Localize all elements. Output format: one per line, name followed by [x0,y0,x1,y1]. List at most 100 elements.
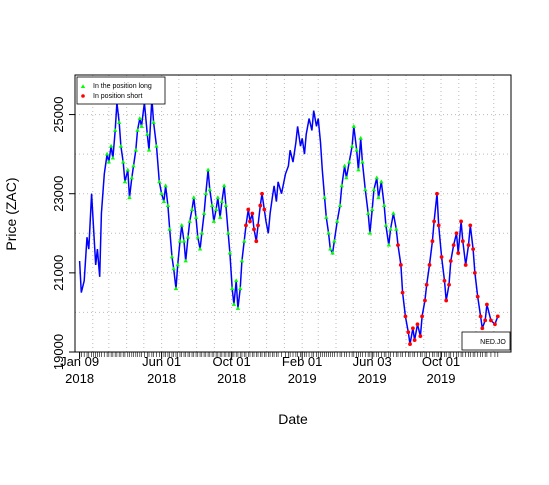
long-position-marker [145,131,150,136]
x-axis-title: Date [278,411,308,427]
long-position-marker [238,286,243,291]
long-position-marker [129,175,134,180]
short-position-marker [256,223,260,228]
ticker-tag: NED.JO [461,331,511,351]
short-position-marker [485,302,489,307]
ticker-box [461,331,511,351]
position-markers [104,96,500,346]
long-position-marker [191,195,196,200]
long-position-marker [175,262,180,267]
short-position-marker [439,255,444,259]
long-position-marker [388,226,393,231]
long-position-marker [169,254,175,259]
long-position-marker [189,207,195,211]
y-axis-title: Price (ZAC) [3,177,19,250]
short-position-marker [424,282,429,287]
short-position-marker [451,243,456,248]
long-position-marker [125,167,130,172]
x-tick-year: 2018 [217,371,246,386]
legend: In the position long In position short [76,76,166,105]
long-position-marker [344,175,349,180]
long-position-marker [347,159,352,164]
short-position-marker [412,338,417,343]
legend-box [76,76,166,105]
long-position-marker [328,246,333,251]
short-position-marker [444,298,449,303]
long-position-marker [108,143,114,148]
long-position-marker [199,230,204,235]
short-position-marker [420,314,424,319]
long-position-marker [165,203,171,207]
long-position-marker [234,278,239,283]
long-position-marker [227,250,233,255]
plot-frame [74,74,512,353]
long-position-marker [231,302,237,306]
long-position-marker [223,203,229,207]
short-position-marker [427,263,432,267]
short-position-marker [454,231,459,236]
short-position-marker [463,263,468,267]
long-position-marker [394,226,399,231]
long-position-marker [179,222,184,227]
long-position-marker [161,199,167,204]
long-position-marker [339,183,344,188]
x-tick-label: Jun 01 [142,354,181,369]
short-position-marker [475,294,480,299]
long-position-marker [376,195,381,200]
long-position-marker [122,179,128,184]
short-position-marker [406,330,411,335]
short-position-marker [254,239,259,244]
short-position-marker [460,239,465,244]
short-position-marker [244,223,248,228]
long-position-marker [242,238,247,243]
x-tick-year: 2018 [65,371,94,386]
legend-short-label: In position short [93,93,142,100]
long-position-marker [183,258,188,263]
long-position-marker [110,155,116,160]
long-position-marker [104,151,110,156]
long-position-marker [163,183,168,188]
x-tick-year: 2018 [147,371,176,386]
short-position-marker [250,211,255,216]
long-position-marker [322,195,327,200]
long-position-marker [225,230,231,235]
long-position-marker [159,191,164,196]
x-tick-year: 2019 [358,371,387,386]
long-position-marker [374,175,379,180]
short-position-marker [400,290,405,295]
long-position-marker [342,163,347,168]
short-position-marker [396,243,400,248]
long-position-marker [209,203,215,207]
y-tick-label: 19000 [51,334,66,370]
long-position-marker [106,159,112,164]
short-position-marker [459,219,463,224]
long-position-marker [363,187,368,192]
short-position-marker [468,223,473,228]
x-tick-label: Jun 03 [353,354,392,369]
long-position-marker [167,226,172,231]
long-position-marker [213,207,219,211]
long-position-marker [131,163,136,168]
short-position-marker [466,243,471,248]
legend-long-marker [80,84,86,88]
long-position-marker [326,230,331,235]
long-position-marker [360,159,365,164]
long-position-marker [235,306,241,310]
short-position-marker [436,223,441,228]
x-tick-label: Oct 01 [422,354,460,369]
x-tick-year: 2019 [427,371,456,386]
long-position-marker [112,128,118,132]
long-position-marker [337,203,343,207]
long-position-marker [154,143,159,148]
short-position-marker [442,278,447,283]
long-position-marker [349,143,355,148]
short-position-marker [483,318,488,323]
short-position-marker [471,247,476,252]
short-position-marker [415,322,420,327]
long-position-marker [358,135,363,140]
short-position-marker [430,239,435,244]
short-position-marker [418,334,423,339]
short-position-marker [246,207,251,212]
long-position-marker [173,286,179,291]
